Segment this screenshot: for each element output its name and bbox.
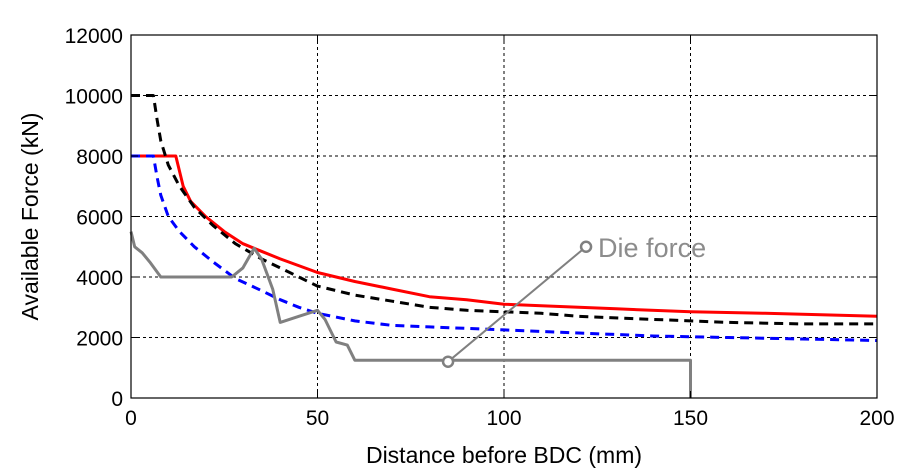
series-line-0	[131, 154, 878, 318]
annotation-point-marker	[441, 355, 455, 368]
annotation-label-marker	[579, 240, 593, 253]
series-group	[129, 94, 878, 398]
y-axis-label: Available Force (kN)	[17, 113, 43, 321]
x-tick-label: 0	[125, 407, 137, 430]
x-tick-label: 50	[306, 407, 329, 430]
annotation: Die force	[441, 233, 706, 368]
x-tick-label: 150	[673, 407, 708, 430]
y-tick-label: 6000	[76, 207, 123, 230]
annotation-label: Die force	[598, 233, 706, 263]
series-line-2	[131, 154, 878, 342]
grid	[131, 35, 877, 398]
x-tick-label: 200	[859, 407, 894, 430]
y-tick-label: 8000	[76, 146, 123, 169]
series-line-3	[129, 231, 692, 398]
y-tick-label: 0	[111, 388, 123, 411]
y-tick-label: 12000	[65, 25, 123, 48]
annotation-leader-line	[447, 245, 587, 363]
y-tick-label: 4000	[76, 267, 123, 290]
y-tick-label: 10000	[65, 86, 123, 109]
y-tick-label: 2000	[76, 328, 123, 351]
series-line-1	[131, 94, 877, 326]
x-tick-label: 100	[486, 407, 521, 430]
x-axis-label: Distance before BDC (mm)	[366, 442, 642, 468]
